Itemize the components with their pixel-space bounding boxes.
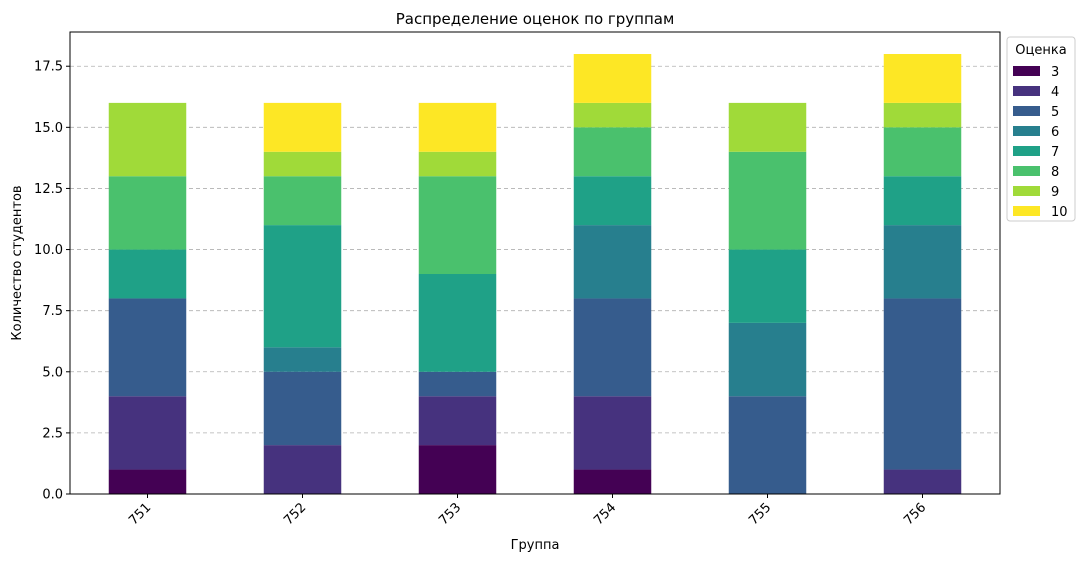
bar-segment (573, 396, 652, 470)
legend-label: 4 (1051, 85, 1059, 100)
bar-segment (728, 396, 807, 494)
bar-segment (263, 102, 342, 152)
legend-swatch (1013, 146, 1040, 156)
x-tick-label: 752 (281, 500, 309, 528)
legend-swatch (1013, 186, 1040, 196)
legend-swatch (1013, 66, 1040, 76)
y-tick-label: 0.0 (42, 488, 63, 503)
bar-segment (573, 225, 652, 299)
bar-segment (108, 176, 187, 250)
bar-segment (573, 469, 652, 494)
bar-segment (263, 371, 342, 446)
legend-label: 6 (1051, 125, 1059, 140)
bar-segment (108, 298, 187, 397)
bar-segment (728, 249, 807, 323)
bar-segment (883, 102, 962, 128)
legend-label: 7 (1051, 145, 1059, 160)
y-axis: 0.0 2.5 5.0 7.5 10.0 12.5 15.0 17.5 (34, 60, 70, 503)
bar-segment (728, 151, 807, 250)
bar-segment (418, 445, 497, 494)
legend-swatch (1013, 206, 1040, 216)
bar-segment (573, 127, 652, 177)
y-tick-label: 10.0 (34, 243, 63, 258)
legend-swatch (1013, 86, 1040, 96)
bar-segment (573, 298, 652, 397)
bar-segment (573, 54, 652, 103)
bar-segment (263, 347, 342, 372)
y-tick-label: 15.0 (34, 121, 63, 136)
bar-segment (418, 396, 497, 446)
y-tick-label: 12.5 (34, 182, 63, 197)
bar-segment (883, 469, 962, 494)
bar-segment (418, 274, 497, 372)
bar-segment (263, 176, 342, 226)
legend-label: 3 (1051, 65, 1059, 80)
bar-segment (728, 322, 807, 397)
plot-area-frame (69, 31, 1001, 495)
bar-segment (418, 176, 497, 274)
legend-swatch (1013, 106, 1040, 116)
y-tick-label: 7.5 (42, 304, 63, 319)
legend-label: 10 (1051, 205, 1068, 220)
bar-segment (883, 127, 962, 177)
bar-segment (418, 371, 497, 397)
legend-label: 5 (1051, 105, 1059, 120)
bar-segment (108, 102, 187, 177)
bar-segment (883, 54, 962, 103)
bar-segment (418, 102, 497, 152)
bar-segment (573, 176, 652, 226)
legend-label: 9 (1051, 185, 1059, 200)
chart-title: Распределение оценок по группам (396, 10, 675, 28)
legend-label: 8 (1051, 165, 1059, 180)
bar-segment (108, 469, 187, 494)
x-tick-label: 754 (591, 500, 619, 528)
bar-segment (263, 445, 342, 494)
bar-segment (883, 176, 962, 226)
legend-title: Оценка (1015, 43, 1066, 58)
x-tick-label: 753 (436, 500, 464, 528)
bar-segment (108, 249, 187, 299)
legend: Оценка 3 4 5 6 7 8 9 10 (1006, 36, 1076, 222)
legend-swatch (1013, 166, 1040, 176)
y-tick-label: 2.5 (42, 426, 63, 441)
x-axis: 751 752 753 754 755 756 (126, 494, 929, 528)
y-tick-label: 17.5 (34, 60, 63, 75)
bar-segment (263, 225, 342, 348)
bar-segment (263, 151, 342, 177)
bar-segment (418, 151, 497, 177)
bar-segment (883, 225, 962, 299)
y-axis-label: Количество студентов (10, 185, 25, 340)
bar-segment (883, 298, 962, 470)
bar-segment (108, 396, 187, 470)
x-tick-label: 756 (901, 500, 929, 528)
bar-segment (728, 102, 807, 152)
grid-lines (70, 65, 1000, 434)
bars (108, 54, 962, 494)
legend-swatch (1013, 126, 1040, 136)
x-tick-label: 755 (746, 500, 774, 528)
x-tick-label: 751 (126, 500, 154, 528)
y-tick-label: 5.0 (42, 365, 63, 380)
bar-segment (573, 102, 652, 128)
x-axis-label: Группа (511, 538, 560, 553)
